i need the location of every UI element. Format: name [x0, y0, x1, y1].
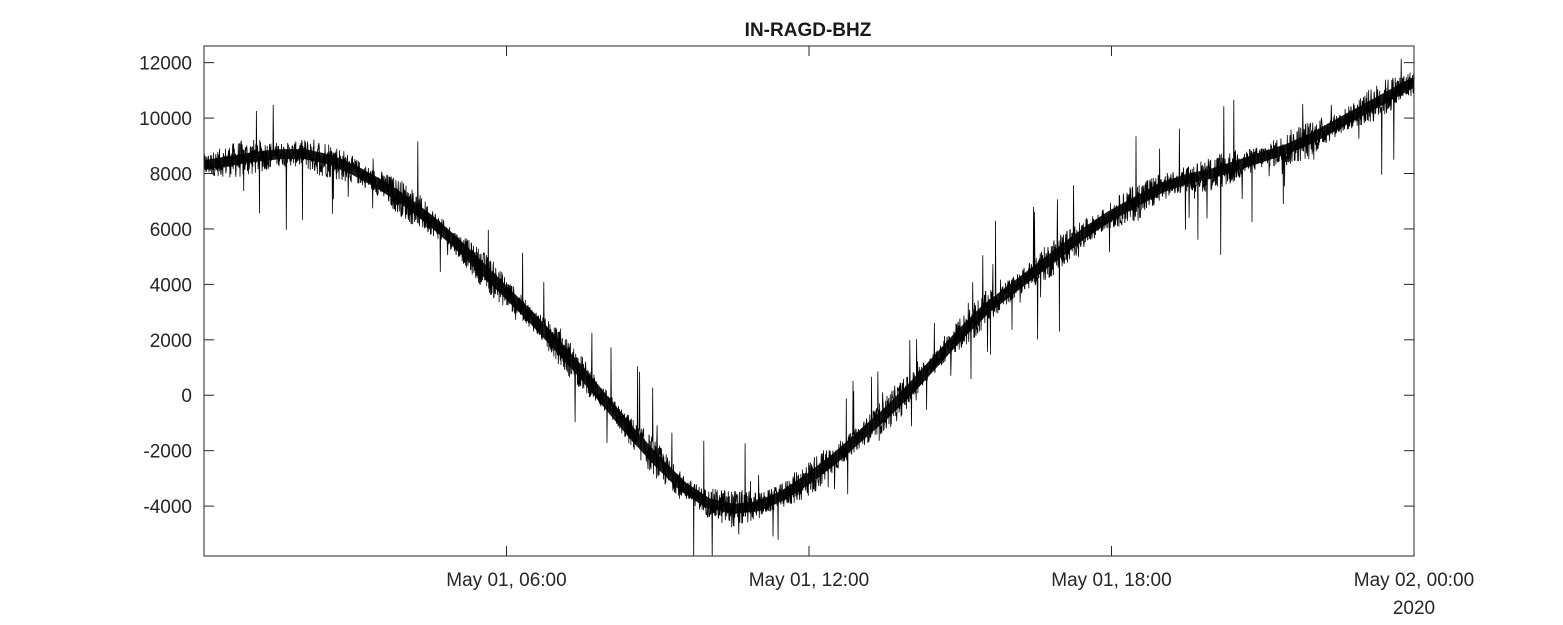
y-tick-label: 10000 — [139, 109, 192, 130]
x-tick-label: May 01, 12:00 — [749, 570, 869, 591]
y-tick-label: 2000 — [150, 331, 192, 352]
x-axis-year-label: 2020 — [1393, 598, 1435, 619]
y-tick-label: 0 — [181, 386, 192, 407]
y-tick-label: 8000 — [150, 165, 192, 186]
axes: -4000 -2000 0 2000 4000 6000 8000 10000 12000 May… — [139, 45, 1474, 619]
chart-title: IN-RAGD-BHZ — [745, 20, 872, 41]
waveform-envelope — [204, 77, 1414, 514]
y-tick-label: 6000 — [150, 220, 192, 241]
x-tick-label: May 01, 06:00 — [446, 570, 566, 591]
plot-area — [204, 58, 1414, 556]
y-tick-label: -2000 — [143, 442, 192, 463]
y-tick-label: 4000 — [150, 275, 192, 296]
x-tick-label: May 02, 00:00 — [1354, 570, 1474, 591]
y-tick-label: 12000 — [139, 54, 192, 75]
y-tick-label: -4000 — [143, 497, 192, 518]
x-tick-label: May 01, 18:00 — [1051, 570, 1171, 591]
